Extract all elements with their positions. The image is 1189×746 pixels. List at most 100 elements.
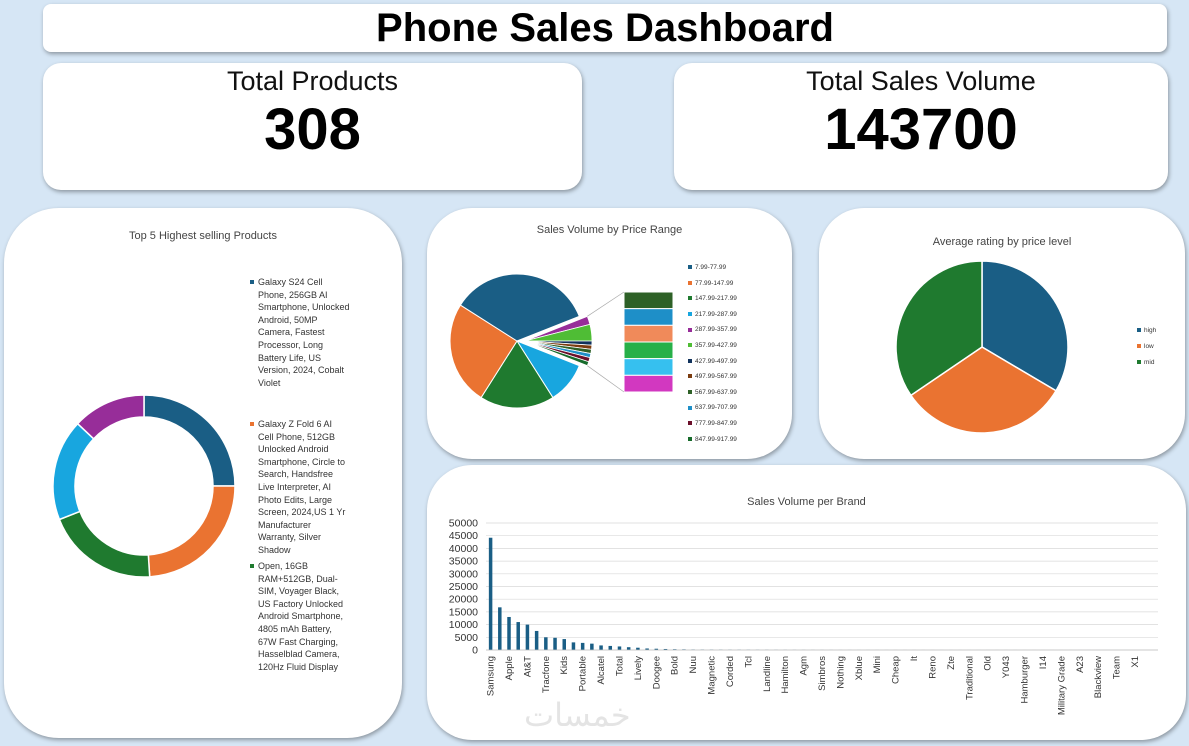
legend-swatch	[1137, 344, 1141, 349]
rating-card: Average rating by price level high low mid	[819, 208, 1185, 459]
brand-bar	[636, 647, 640, 650]
x-tick-label: Y043	[1001, 656, 1012, 678]
top5-donut-chart	[52, 394, 236, 578]
price-slice-1	[459, 273, 580, 342]
top5-legend-item-1: Galaxy S24 Cell Phone, 256GB AI Smartpho…	[250, 276, 350, 389]
price-legend-item: 567.99-637.99	[688, 389, 737, 396]
price-slice-12	[524, 340, 590, 367]
price-slice-2	[449, 304, 518, 399]
rating-legend-label: low	[1144, 343, 1154, 350]
brand-bar	[663, 648, 668, 650]
price-slice-3	[480, 340, 554, 409]
x-tick-label: Team	[1112, 656, 1123, 679]
x-tick-label: Total	[614, 656, 625, 676]
price-legend-label: 497.99-567.99	[695, 373, 737, 381]
kpi-total-products: Total Products 308	[43, 63, 582, 190]
x-tick-label: Alcatel	[596, 656, 607, 685]
legend-swatch	[688, 327, 692, 332]
price-legend-item: 847.99-917.99	[688, 436, 737, 443]
x-tick-label: Tcl	[743, 656, 754, 668]
legend-swatch	[688, 343, 692, 348]
y-tick-label: 25000	[449, 581, 478, 593]
brand-bar	[608, 645, 613, 650]
kpi-total-products-label: Total Products	[226, 66, 399, 96]
y-tick-label: 10000	[449, 619, 478, 631]
rating-slice-mid	[895, 260, 983, 397]
x-tick-label: Tracfone	[541, 656, 552, 693]
price-legend-item: 7.99-77.99	[688, 264, 726, 271]
legend-swatch	[688, 390, 692, 395]
x-tick-label: Zte	[946, 656, 957, 670]
x-tick-label: Traditional	[964, 656, 975, 700]
price-legend-item: 357.99-427.99	[688, 342, 737, 349]
y-tick-label: 30000	[449, 568, 478, 580]
watermark-logo: خمسات	[524, 696, 631, 734]
dashboard-title: Phone Sales Dashboard	[376, 6, 834, 50]
legend-swatch	[688, 280, 692, 285]
kpi-total-sales-volume: Total Sales Volume 143700	[674, 63, 1168, 190]
price-legend-label: 847.99-917.99	[695, 435, 737, 443]
price-secondary-segment-5	[623, 358, 674, 376]
brand-bar	[534, 630, 539, 650]
legend-swatch	[688, 405, 692, 410]
y-tick-label: 15000	[449, 606, 478, 618]
donut-slice-5	[76, 394, 145, 440]
x-tick-label: Mini	[872, 656, 883, 673]
brand-bar	[590, 643, 594, 650]
y-tick-label: 20000	[449, 594, 478, 606]
rating-legend-label: high	[1144, 327, 1157, 334]
brand-bar	[498, 607, 502, 650]
price-legend-label: 637.99-707.99	[695, 404, 737, 412]
price-secondary-segment-2	[623, 308, 674, 326]
y-tick-label: 45000	[449, 530, 478, 542]
kpi-total-sales-value: 143700	[824, 97, 1018, 162]
price-legend-item: 777.99-847.99	[688, 420, 737, 427]
price-legend-item: 497.99-567.99	[688, 373, 737, 380]
price-legend-label: 287.99-357.99	[695, 326, 737, 334]
x-tick-label: Samsung	[486, 656, 497, 696]
x-tick-label: Portable	[578, 656, 589, 691]
price-legend-item: 77.99-147.99	[688, 280, 733, 287]
top5-products-card: Top 5 Highest selling Products Galaxy S2…	[4, 208, 402, 738]
rating-legend-label: mid	[1144, 359, 1155, 366]
price-secondary-segment-3	[623, 324, 674, 343]
legend-swatch	[250, 564, 254, 568]
x-tick-label: Hamburger	[1020, 656, 1031, 704]
rating-legend-item: high	[1137, 327, 1156, 334]
y-tick-label: 40000	[449, 543, 478, 555]
brand-bar	[599, 645, 603, 650]
x-tick-label: Magnetic	[707, 656, 718, 695]
price-secondary-segment-4	[623, 341, 674, 360]
y-tick-label: 50000	[449, 518, 478, 530]
y-tick-label: 5000	[455, 632, 479, 644]
price-legend-label: 7.99-77.99	[695, 264, 727, 271]
price-legend-label: 77.99-147.99	[695, 279, 734, 287]
price-legend-item: 637.99-707.99	[688, 404, 737, 411]
brand-bar	[580, 642, 585, 650]
top5-chart-title: Top 5 Highest selling Products	[129, 230, 277, 242]
legend-swatch	[688, 421, 692, 426]
donut-slice-3	[58, 510, 151, 578]
legend-swatch	[250, 280, 254, 284]
x-tick-label: Reno	[927, 656, 938, 679]
price-range-chart-title: Sales Volume by Price Range	[536, 224, 683, 236]
brand-bar	[544, 637, 548, 650]
rating-legend-item: low	[1137, 343, 1154, 350]
brand-bar	[626, 647, 631, 650]
x-tick-label: Landline	[762, 656, 773, 692]
x-tick-label: Nothing	[835, 656, 846, 689]
price-legend-label: 217.99-287.99	[695, 310, 737, 318]
kpi-total-sales-label: Total Sales Volume	[806, 66, 1036, 96]
brand-bar	[507, 616, 511, 650]
price-range-pie-chart	[449, 273, 674, 409]
brand-bar	[617, 646, 622, 650]
kpi-total-products-value: 308	[264, 97, 361, 162]
brand-sales-card: Sales Volume per Brand 0 5000 10000 15000 20…	[427, 465, 1186, 740]
x-tick-label: It	[909, 656, 920, 662]
x-tick-label: I14	[1038, 656, 1049, 669]
brand-bar	[488, 537, 493, 650]
x-tick-label: Simbros	[817, 656, 828, 691]
legend-swatch	[1137, 328, 1141, 333]
brand-bar	[525, 624, 530, 650]
price-legend-item: 147.99-217.99	[688, 295, 737, 302]
